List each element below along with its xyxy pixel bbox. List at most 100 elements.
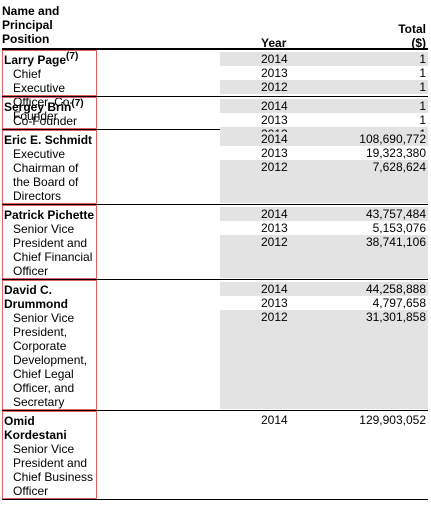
- year-total-list: 2014 129,903,052: [220, 413, 428, 427]
- year-value: 2013: [261, 66, 288, 80]
- year-value: 2013: [261, 221, 288, 235]
- year-value: 2014: [261, 207, 288, 221]
- header-total: Total ($): [398, 22, 426, 50]
- position-title-line: Co-Founder: [13, 114, 78, 128]
- year-total-line: 2013 1: [220, 66, 428, 80]
- position-title-line: Officer, and: [13, 381, 75, 395]
- executive-name: David C.: [4, 283, 53, 297]
- total-value: 19,323,380: [365, 146, 426, 160]
- total-value: 108,690,772: [359, 132, 426, 146]
- table-header: Name and Principal Position Year Total (…: [2, 0, 428, 50]
- position-title-line: Chief Business: [13, 470, 94, 484]
- table-row: David C. Drummond Senior Vice President, Cor…: [2, 280, 428, 411]
- year-total-line: 2014 1: [220, 99, 428, 113]
- row-shade: [220, 174, 428, 203]
- header-name-line: Position: [2, 32, 50, 46]
- executive-name: Patrick Pichette: [4, 208, 95, 222]
- position-title-line: Senior Vice: [13, 311, 75, 325]
- position-title-line: President and: [13, 236, 88, 250]
- total-value: 7,628,624: [372, 160, 426, 174]
- year-value: 2012: [261, 160, 288, 174]
- year-total-line: 2013 4,797,658: [220, 296, 428, 310]
- name-position-cell: Sergey Brin(7) Co-Founder: [2, 97, 97, 129]
- year-total-line: 2013 19,323,380: [220, 146, 428, 160]
- total-value: 1: [419, 80, 426, 94]
- table-row: Omid Kordestani Senior Vice President and Ch…: [2, 411, 428, 500]
- position-title-line: Officer: [13, 264, 49, 278]
- position-title-line: Senior Vice: [13, 222, 75, 236]
- year-total-line: 2012 38,741,106: [220, 235, 428, 249]
- table-row: Patrick Pichette Senior Vice President and…: [2, 205, 428, 280]
- year-total-list: 2014 1 2013 1 2012 1: [220, 52, 428, 94]
- year-total-line: 2013 5,153,076: [220, 221, 428, 235]
- total-value: 1: [419, 99, 426, 113]
- header-name-line: Name and: [2, 4, 60, 18]
- total-value: 38,741,106: [365, 235, 426, 249]
- position-title-line: Senior Vice: [13, 442, 75, 456]
- year-total-list: 2014 44,258,888 2013 4,797,658 2012 31,301,85…: [220, 282, 428, 324]
- position-title-line: Executive: [13, 147, 66, 161]
- year-total-line: 2014 1: [220, 52, 428, 66]
- total-value: 1: [419, 52, 426, 66]
- position-title-line: President and: [13, 456, 88, 470]
- year-total-line: 2012 31,301,858: [220, 310, 428, 324]
- header-total-line: ($): [411, 36, 426, 50]
- header-year: Year: [261, 36, 287, 50]
- row-shade: [220, 324, 428, 409]
- year-total-line: 2012 1: [220, 80, 428, 94]
- header-name-position: Name and Principal Position: [2, 4, 59, 46]
- position-title-line: Corporate: [13, 339, 67, 353]
- year-value: 2014: [261, 282, 288, 296]
- total-value: 31,301,858: [365, 310, 426, 324]
- executive-name: Drummond: [4, 297, 68, 311]
- executive-name: Omid: [4, 414, 35, 428]
- year-value: 2012: [261, 310, 288, 324]
- year-total-list: 2014 43,757,484 2013 5,153,076 2012 38,741,10…: [220, 207, 428, 249]
- name-position-cell: Eric E. Schmidt Executive Chairman of the B…: [2, 130, 97, 204]
- name-position-cell: David C. Drummond Senior Vice President, Cor…: [2, 280, 97, 410]
- name-position-cell: Omid Kordestani Senior Vice President and Ch…: [2, 411, 97, 499]
- position-title-line: the Board of: [13, 175, 79, 189]
- total-value: 1: [419, 113, 426, 127]
- footnote-marker: (7): [66, 51, 79, 62]
- year-value: 2012: [261, 235, 288, 249]
- table-row: Eric E. Schmidt Executive Chairman of the B…: [2, 130, 428, 205]
- total-value: 5,153,076: [372, 221, 426, 235]
- position-title-line: Chief Legal: [13, 367, 74, 381]
- position-title-line: Development,: [13, 353, 88, 367]
- header-total-line: Total: [398, 22, 426, 36]
- year-total-line: 2014 129,903,052: [220, 413, 428, 427]
- position-title-line: Chairman of: [13, 161, 79, 175]
- executive-name: Larry Page(7): [4, 51, 79, 67]
- row-shade: [220, 249, 428, 278]
- year-value: 2014: [261, 413, 288, 427]
- total-value: 43,757,484: [365, 207, 426, 221]
- executive-name: Sergey Brin(7): [4, 98, 84, 114]
- year-total-line: 2014 44,258,888: [220, 282, 428, 296]
- total-value: 4,797,658: [372, 296, 426, 310]
- position-title-line: Officer: [13, 484, 49, 498]
- year-value: 2012: [261, 80, 288, 94]
- executive-name: Eric E. Schmidt: [4, 133, 93, 147]
- position-title-line: President,: [13, 325, 68, 339]
- name-position-cell: Larry Page(7) Chief Executive Officer, Co-…: [2, 50, 97, 123]
- year-value: 2014: [261, 52, 288, 66]
- year-total-list: 2014 108,690,772 2013 19,323,380 2012 7,628,6…: [220, 132, 428, 174]
- total-value: 129,903,052: [359, 413, 426, 427]
- year-total-line: 2013 1: [220, 113, 428, 127]
- position-title-line: Chief Executive: [13, 67, 66, 95]
- total-value: 44,258,888: [365, 282, 426, 296]
- year-value: 2013: [261, 113, 288, 127]
- name-position-cell: Patrick Pichette Senior Vice President and…: [2, 205, 97, 279]
- position-title-line: Chief Financial: [13, 250, 93, 264]
- year-total-line: 2014 108,690,772: [220, 132, 428, 146]
- year-value: 2014: [261, 99, 288, 113]
- table-body: Larry Page(7) Chief Executive Officer, Co-…: [2, 50, 428, 500]
- compensation-table: Name and Principal Position Year Total (…: [2, 0, 428, 500]
- year-value: 2013: [261, 146, 288, 160]
- year-total-line: 2012 7,628,624: [220, 160, 428, 174]
- total-value: 1: [419, 66, 426, 80]
- table-row: Larry Page(7) Chief Executive Officer, Co-…: [2, 50, 428, 123]
- executive-name: Kordestani: [4, 428, 67, 442]
